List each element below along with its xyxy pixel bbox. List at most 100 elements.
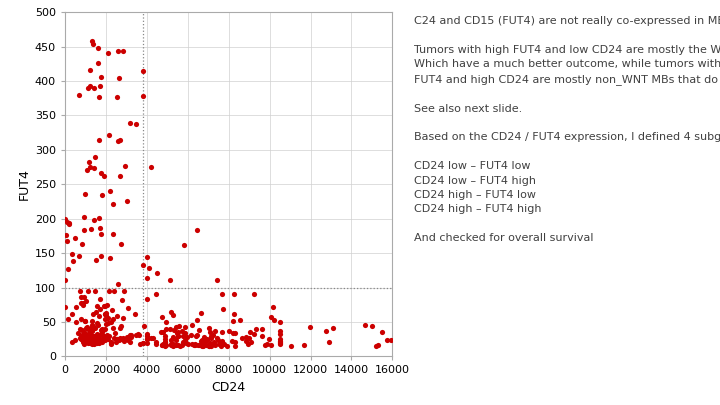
Point xyxy=(172,329,184,335)
Point xyxy=(111,312,122,319)
Point xyxy=(86,318,97,324)
Point xyxy=(125,339,136,346)
Point xyxy=(173,342,184,348)
Point xyxy=(83,159,94,166)
Point xyxy=(97,326,109,333)
Point xyxy=(81,167,92,173)
Point xyxy=(103,336,114,342)
Point xyxy=(170,324,181,330)
Point xyxy=(78,340,89,347)
Point xyxy=(71,304,82,310)
Point xyxy=(62,315,73,322)
Point xyxy=(77,331,89,337)
Point xyxy=(178,241,189,248)
Point xyxy=(174,322,185,329)
Point xyxy=(101,331,112,338)
Point xyxy=(150,340,162,347)
Point xyxy=(89,164,100,171)
Point xyxy=(79,318,91,325)
Point xyxy=(328,325,339,331)
Point xyxy=(80,297,91,304)
Point xyxy=(323,339,335,345)
Point xyxy=(89,333,100,339)
Point xyxy=(125,332,136,338)
Point xyxy=(84,329,96,335)
Point xyxy=(201,341,212,348)
Point xyxy=(240,337,252,344)
Point xyxy=(150,339,162,346)
Point xyxy=(216,291,228,298)
Point xyxy=(76,336,87,342)
Point xyxy=(228,291,239,298)
Point xyxy=(130,311,141,318)
Point xyxy=(104,288,115,294)
Point xyxy=(172,333,184,339)
Point xyxy=(177,333,189,339)
Point xyxy=(98,303,109,309)
Point xyxy=(114,337,125,344)
Point xyxy=(137,262,148,269)
Point xyxy=(134,332,145,339)
Point xyxy=(230,343,241,349)
Point xyxy=(198,339,210,345)
Point xyxy=(69,337,81,343)
Point xyxy=(179,330,191,337)
Point xyxy=(221,342,233,349)
Point xyxy=(81,324,93,330)
Point xyxy=(197,337,208,343)
Point xyxy=(95,330,107,337)
Point xyxy=(83,327,94,334)
Point xyxy=(76,300,87,306)
Point xyxy=(203,343,215,349)
Point xyxy=(188,342,199,348)
Point xyxy=(95,252,107,259)
Point xyxy=(114,323,126,330)
Point xyxy=(86,333,97,339)
Point xyxy=(159,333,171,339)
Point xyxy=(156,314,168,320)
Point xyxy=(212,337,223,343)
Point xyxy=(83,337,94,343)
Point xyxy=(94,215,105,221)
Point xyxy=(60,218,72,225)
Point xyxy=(96,326,107,333)
Point xyxy=(137,339,148,346)
Point xyxy=(101,312,112,318)
Point xyxy=(209,338,220,345)
Point xyxy=(93,340,104,346)
Point xyxy=(117,48,129,55)
Point xyxy=(251,326,262,333)
Point xyxy=(372,342,383,348)
Point xyxy=(107,230,119,237)
Point xyxy=(66,311,78,318)
Point xyxy=(159,339,171,345)
Point xyxy=(274,336,286,342)
Point xyxy=(78,328,90,335)
Point xyxy=(230,330,241,337)
Point xyxy=(186,341,198,347)
Point xyxy=(77,333,89,339)
Point xyxy=(229,339,240,345)
Point xyxy=(261,341,272,347)
Point xyxy=(305,324,316,330)
Point xyxy=(145,335,157,341)
Point xyxy=(165,337,176,343)
Point xyxy=(125,334,137,340)
Point xyxy=(156,329,167,335)
Point xyxy=(95,83,107,89)
Point xyxy=(94,94,105,100)
Point xyxy=(204,340,216,347)
Point xyxy=(76,335,88,342)
Point xyxy=(103,131,114,138)
Point xyxy=(89,84,100,91)
Point xyxy=(257,333,269,339)
Text: C24 and CD15 (FUT4) are not really co-expressed in MB.

Tumors with high FUT4 an: C24 and CD15 (FUT4) are not really co-ex… xyxy=(414,16,720,243)
Point xyxy=(161,325,172,332)
Point xyxy=(88,324,99,331)
Point xyxy=(137,93,148,99)
Point xyxy=(94,305,106,312)
Point xyxy=(227,318,238,324)
Point xyxy=(116,297,127,303)
Point xyxy=(164,326,176,333)
Point xyxy=(81,334,93,341)
